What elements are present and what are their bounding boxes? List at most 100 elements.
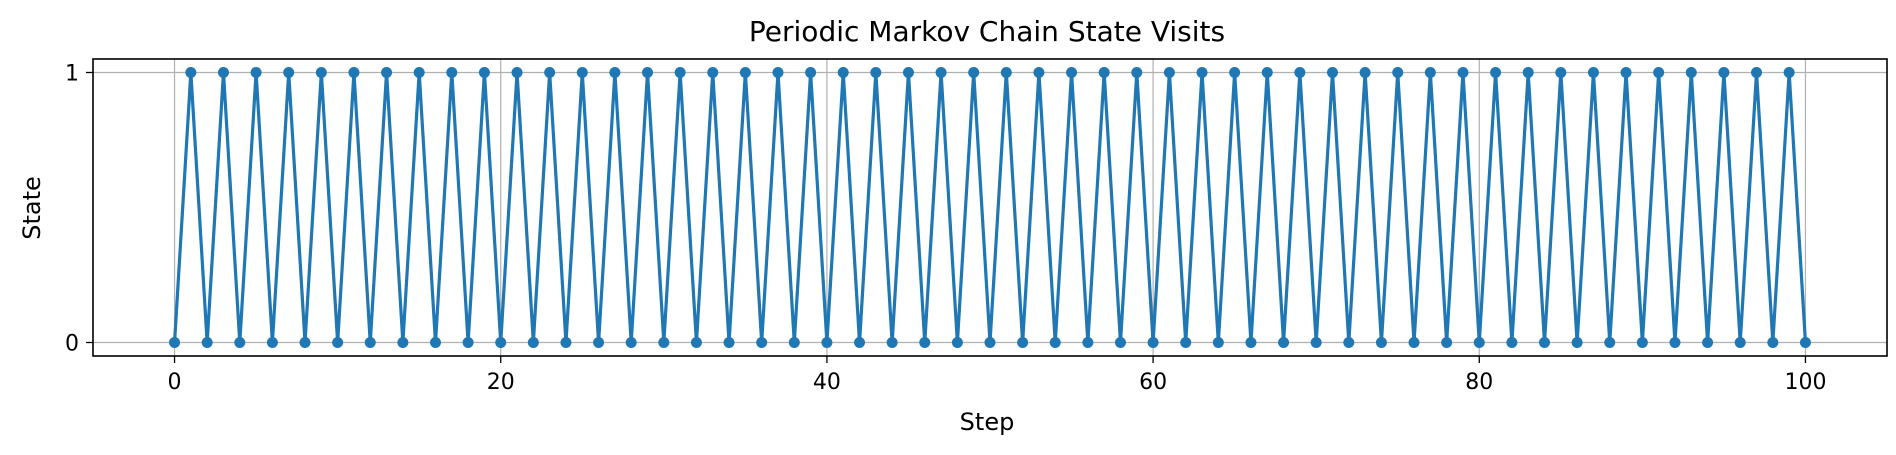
data-point: [772, 67, 784, 78]
x-tick-label: 60: [1139, 370, 1167, 395]
data-point: [1604, 337, 1616, 348]
data-point: [348, 67, 360, 78]
data-point: [511, 67, 523, 78]
data-point: [919, 337, 931, 348]
data-point: [1359, 67, 1371, 78]
data-point: [1506, 337, 1518, 348]
data-point: [283, 67, 295, 78]
data-point: [1424, 67, 1436, 78]
data-point: [1180, 337, 1192, 348]
data-point: [1620, 67, 1632, 78]
data-point: [1000, 67, 1012, 78]
data-point: [1147, 337, 1159, 348]
data-point: [674, 67, 686, 78]
data-point: [1653, 67, 1665, 78]
y-axis-label: State: [18, 176, 46, 240]
data-point: [315, 67, 327, 78]
data-point: [560, 337, 572, 348]
data-point: [951, 337, 963, 348]
data-point: [870, 67, 882, 78]
data-point: [739, 67, 751, 78]
data-point: [1017, 337, 1029, 348]
data-point: [397, 337, 409, 348]
data-point: [1457, 67, 1469, 78]
data-point: [984, 337, 996, 348]
data-point: [1261, 67, 1273, 78]
chart-title: Periodic Markov Chain State Visits: [749, 15, 1225, 48]
data-point: [1082, 337, 1094, 348]
data-point: [201, 337, 213, 348]
x-axis-label: Step: [960, 408, 1015, 436]
data-point: [1702, 337, 1714, 348]
data-point: [1473, 337, 1485, 348]
data-point: [544, 67, 556, 78]
data-point: [1571, 337, 1583, 348]
data-point: [364, 337, 376, 348]
x-tick-label: 0: [168, 370, 182, 395]
data-point: [1245, 337, 1257, 348]
data-point: [658, 337, 670, 348]
data-point: [1343, 337, 1355, 348]
data-point: [1783, 67, 1795, 78]
data-point: [902, 67, 914, 78]
data-point: [1555, 67, 1567, 78]
data-point: [756, 337, 768, 348]
data-point: [234, 337, 246, 348]
data-point: [1196, 67, 1208, 78]
data-point: [1751, 67, 1763, 78]
data-point: [1718, 67, 1730, 78]
data-point: [413, 67, 425, 78]
x-tick-label: 40: [813, 370, 841, 395]
data-point: [1066, 67, 1078, 78]
data-point: [723, 337, 735, 348]
data-point: [1441, 337, 1453, 348]
data-point: [381, 67, 393, 78]
data-point: [1539, 337, 1551, 348]
data-point: [837, 67, 849, 78]
x-tick-label: 100: [1784, 370, 1826, 395]
data-point: [1278, 337, 1290, 348]
data-point: [446, 67, 458, 78]
data-point: [821, 337, 833, 348]
data-point: [299, 337, 311, 348]
data-point: [1114, 337, 1126, 348]
data-point: [1049, 337, 1061, 348]
data-point: [1490, 67, 1502, 78]
data-point: [1522, 67, 1534, 78]
data-point: [495, 337, 507, 348]
y-tick-label: 1: [65, 62, 79, 87]
data-point: [935, 67, 947, 78]
data-point: [854, 337, 866, 348]
data-point: [1326, 67, 1338, 78]
data-point: [1229, 67, 1241, 78]
data-point: [1098, 67, 1110, 78]
data-point: [707, 67, 719, 78]
data-point: [332, 337, 344, 348]
data-point: [266, 337, 278, 348]
data-point: [625, 337, 637, 348]
data-point: [609, 67, 621, 78]
data-point: [886, 337, 898, 348]
data-point: [1767, 337, 1779, 348]
data-point: [1392, 67, 1404, 78]
data-point: [1131, 67, 1143, 78]
data-point: [217, 67, 229, 78]
data-point: [1734, 337, 1746, 348]
y-axis: 01: [65, 62, 93, 357]
data-point: [527, 337, 539, 348]
data-point: [1310, 337, 1322, 348]
data-point: [185, 67, 197, 78]
data-point: [1212, 337, 1224, 348]
data-point: [642, 67, 654, 78]
data-point: [805, 67, 817, 78]
series-marker-group: [169, 67, 1811, 348]
data-point: [1375, 337, 1387, 348]
data-point: [1033, 67, 1045, 78]
data-point: [429, 337, 441, 348]
data-point: [1685, 67, 1697, 78]
x-axis: 0 20 40 60 80 100: [168, 356, 1826, 395]
data-point: [1669, 337, 1681, 348]
plot-frame: [92, 58, 1888, 357]
